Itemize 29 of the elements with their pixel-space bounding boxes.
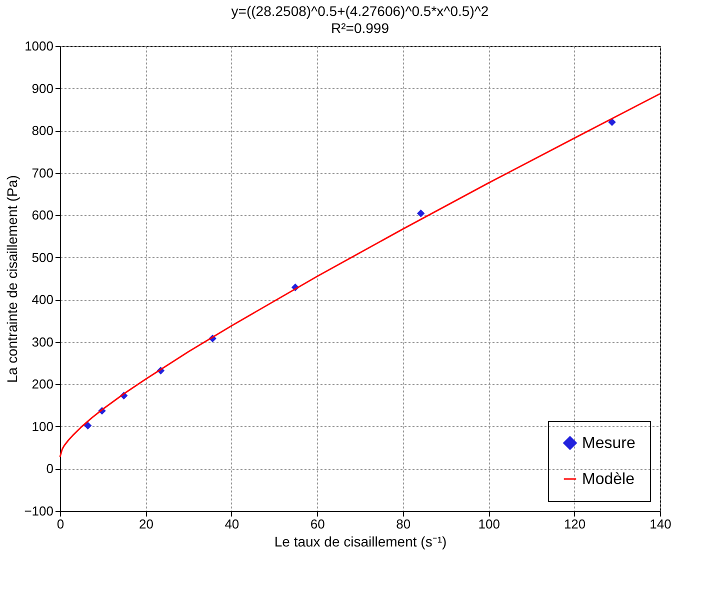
- y-axis-title: La contrainte de cisaillement (Pa): [4, 175, 20, 383]
- line-series: [59, 93, 661, 458]
- y-tick-label: 800: [32, 123, 54, 138]
- point: [416, 210, 425, 218]
- x-tick-label: 40: [224, 516, 240, 532]
- x-tick-label: 140: [650, 516, 672, 532]
- x-tick-label: 60: [310, 516, 325, 532]
- x-tick-label: 0: [56, 516, 64, 532]
- legend-label: Modèle: [582, 471, 635, 488]
- y-tick-label: 0: [46, 461, 54, 476]
- x-tick-label: 80: [396, 516, 411, 532]
- y-tick-label: 500: [32, 250, 54, 265]
- y-tick-label: 700: [32, 165, 54, 180]
- y-tick-label: 600: [32, 208, 54, 223]
- y-tick-label: 100: [32, 418, 54, 434]
- y-tick-label: 400: [32, 292, 54, 308]
- y-tick-label: 200: [32, 376, 54, 392]
- point: [84, 422, 92, 430]
- chart-subtitle: R²=0.999: [331, 20, 390, 36]
- x-tick-label: 120: [564, 516, 586, 532]
- chart-title: y=((28.2508)^0.5+(4.27606)^0.5*x^0.5)^2: [231, 3, 489, 19]
- y-tick-label: 300: [32, 334, 54, 350]
- x-tick-label: 20: [138, 516, 154, 532]
- x-axis-title: Le taux de cisaillement (s⁻¹): [274, 534, 447, 550]
- y-tick-label: 1000: [24, 38, 54, 54]
- x-tick-label: 100: [478, 516, 500, 532]
- y-tick-label: −100: [24, 504, 54, 518]
- y-tick-label: 900: [32, 80, 54, 96]
- legend-label: Mesure: [582, 435, 636, 452]
